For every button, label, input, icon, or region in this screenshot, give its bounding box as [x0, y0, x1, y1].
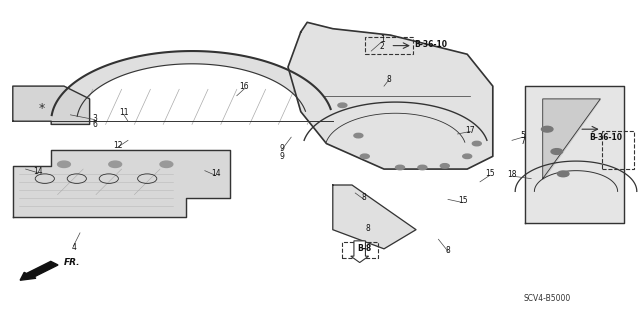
- Text: 1: 1: [380, 35, 385, 44]
- FancyArrow shape: [351, 241, 369, 263]
- Text: 12: 12: [114, 141, 123, 150]
- Polygon shape: [13, 150, 230, 217]
- Text: *: *: [38, 102, 45, 115]
- Text: 16: 16: [239, 82, 250, 91]
- Circle shape: [551, 149, 563, 154]
- Text: 17: 17: [465, 126, 476, 135]
- Circle shape: [354, 133, 363, 138]
- Text: 14: 14: [33, 167, 44, 176]
- Circle shape: [160, 161, 173, 167]
- Circle shape: [541, 126, 553, 132]
- Text: B-8: B-8: [357, 244, 371, 253]
- Text: 7: 7: [520, 137, 525, 146]
- Text: 9: 9: [279, 144, 284, 153]
- Circle shape: [58, 161, 70, 167]
- Text: 6: 6: [92, 120, 97, 129]
- Text: SCV4-B5000: SCV4-B5000: [524, 294, 571, 303]
- Text: B-36-10: B-36-10: [415, 40, 448, 48]
- Circle shape: [440, 164, 449, 168]
- Polygon shape: [52, 51, 331, 116]
- Text: 11: 11: [119, 108, 128, 117]
- Text: B-36-10: B-36-10: [589, 133, 622, 142]
- Text: 2: 2: [380, 42, 385, 51]
- Polygon shape: [13, 86, 90, 124]
- Circle shape: [472, 141, 481, 146]
- Polygon shape: [543, 99, 600, 179]
- Text: 3: 3: [92, 114, 97, 122]
- Text: 15: 15: [484, 169, 495, 178]
- Text: 8: 8: [365, 224, 371, 233]
- Circle shape: [463, 154, 472, 159]
- Text: 9: 9: [279, 152, 284, 161]
- Polygon shape: [525, 86, 624, 223]
- Circle shape: [338, 103, 347, 108]
- Text: 4: 4: [71, 243, 76, 252]
- Text: 5: 5: [520, 131, 525, 140]
- Polygon shape: [333, 185, 416, 249]
- Text: 8: 8: [386, 75, 391, 84]
- Text: 15: 15: [458, 197, 468, 205]
- Circle shape: [109, 161, 122, 167]
- Text: 8: 8: [445, 246, 451, 255]
- FancyArrow shape: [20, 261, 58, 280]
- Circle shape: [396, 165, 404, 170]
- Text: 8: 8: [361, 193, 366, 202]
- Circle shape: [418, 165, 427, 170]
- Text: 14: 14: [211, 169, 221, 178]
- Circle shape: [360, 154, 369, 159]
- Circle shape: [557, 171, 569, 177]
- Text: FR.: FR.: [64, 258, 81, 267]
- Text: 18: 18: [508, 170, 516, 179]
- Polygon shape: [288, 22, 493, 169]
